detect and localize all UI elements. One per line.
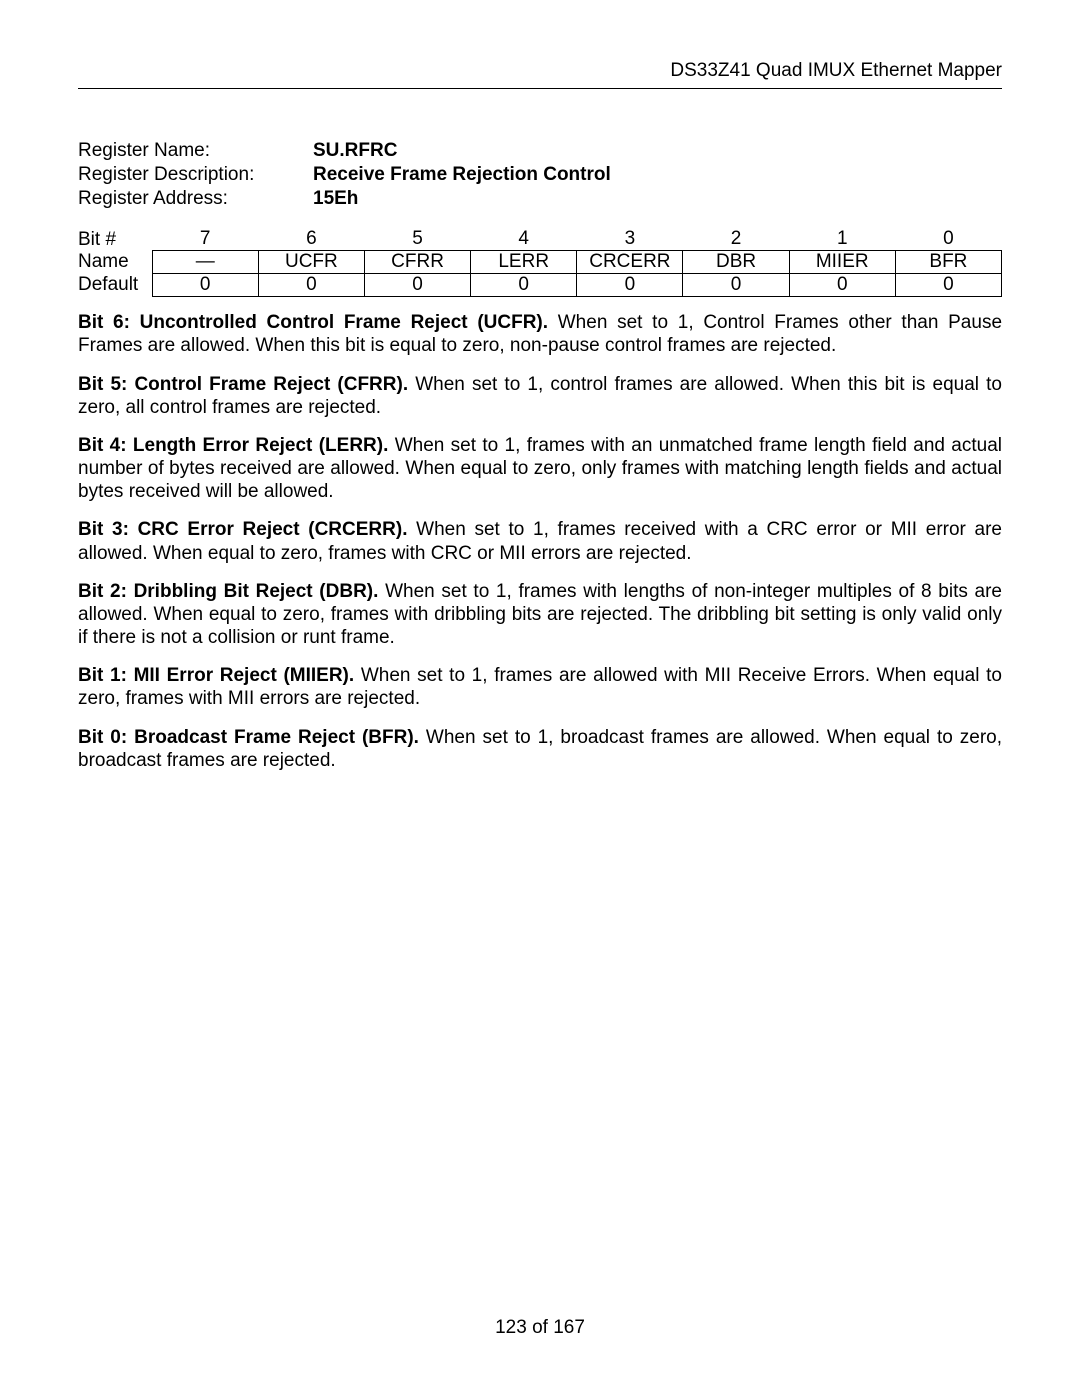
bit-default: 0 [364, 274, 470, 297]
bit-default: 0 [895, 274, 1001, 297]
bit-name: BFR [895, 251, 1001, 274]
bit-desc-title: Bit 4: Length Error Reject (LERR). [78, 435, 388, 456]
register-addr-label: Register Address: [78, 187, 313, 211]
page-number: 123 of 167 [495, 1317, 585, 1338]
bit-name: DBR [683, 251, 789, 274]
bit-default: 0 [577, 274, 683, 297]
bit-name: UCFR [258, 251, 364, 274]
bit-description: Bit 0: Broadcast Frame Reject (BFR). Whe… [78, 726, 1002, 772]
bit-name-row: Name — UCFR CFRR LERR CRCERR DBR MIIER B… [78, 251, 1002, 274]
bit-num: 1 [789, 228, 895, 251]
bit-default-row: Default 0 0 0 0 0 0 0 0 [78, 274, 1002, 297]
register-info-block: Register Name: SU.RFRC Register Descript… [78, 139, 1002, 210]
bit-name: MIIER [789, 251, 895, 274]
register-desc-value: Receive Frame Rejection Control [313, 163, 611, 187]
bit-description: Bit 4: Length Error Reject (LERR). When … [78, 434, 1002, 504]
bit-num: 5 [364, 228, 470, 251]
bit-name: — [152, 251, 258, 274]
register-desc-label: Register Description: [78, 163, 313, 187]
bit-num: 3 [577, 228, 683, 251]
bit-num: 0 [895, 228, 1001, 251]
bit-header-label: Bit # [78, 228, 152, 251]
bit-name: CRCERR [577, 251, 683, 274]
bit-default: 0 [152, 274, 258, 297]
bit-num: 4 [471, 228, 577, 251]
default-header-label: Default [78, 274, 152, 297]
bit-desc-title: Bit 6: Uncontrolled Control Frame Reject… [78, 312, 548, 333]
register-name-label: Register Name: [78, 139, 313, 163]
name-header-label: Name [78, 251, 152, 274]
product-title: DS33Z41 Quad IMUX Ethernet Mapper [670, 60, 1002, 81]
bit-name: LERR [471, 251, 577, 274]
bit-desc-title: Bit 0: Broadcast Frame Reject (BFR). [78, 727, 419, 748]
bit-default: 0 [258, 274, 364, 297]
bit-desc-title: Bit 2: Dribbling Bit Reject (DBR). [78, 581, 378, 602]
register-name-value: SU.RFRC [313, 139, 397, 163]
bit-number-row: Bit # 7 6 5 4 3 2 1 0 [78, 228, 1002, 251]
page-header: DS33Z41 Quad IMUX Ethernet Mapper [78, 60, 1002, 89]
bit-num: 7 [152, 228, 258, 251]
bit-default: 0 [683, 274, 789, 297]
page-footer: 123 of 167 [0, 1317, 1080, 1339]
bit-description: Bit 1: MII Error Reject (MIIER). When se… [78, 664, 1002, 710]
bit-default: 0 [471, 274, 577, 297]
bit-desc-title: Bit 3: CRC Error Reject (CRCERR). [78, 519, 407, 540]
bit-num: 2 [683, 228, 789, 251]
bit-description: Bit 3: CRC Error Reject (CRCERR). When s… [78, 518, 1002, 564]
bit-default: 0 [789, 274, 895, 297]
bit-name: CFRR [364, 251, 470, 274]
register-addr-value: 15Eh [313, 187, 358, 211]
bit-table: Bit # 7 6 5 4 3 2 1 0 Name — UCFR CFRR L… [78, 228, 1002, 297]
bit-description: Bit 6: Uncontrolled Control Frame Reject… [78, 311, 1002, 357]
bit-num: 6 [258, 228, 364, 251]
bit-description: Bit 5: Control Frame Reject (CFRR). When… [78, 373, 1002, 419]
bit-description: Bit 2: Dribbling Bit Reject (DBR). When … [78, 580, 1002, 650]
bit-desc-title: Bit 5: Control Frame Reject (CFRR). [78, 374, 408, 395]
bit-desc-title: Bit 1: MII Error Reject (MIIER). [78, 665, 354, 686]
